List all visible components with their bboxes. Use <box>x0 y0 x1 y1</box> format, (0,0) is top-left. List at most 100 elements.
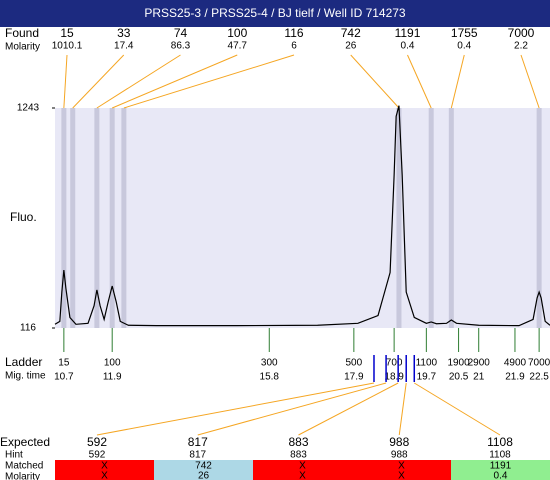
ladder-size: 1900 <box>447 358 470 369</box>
expected-size: 988 <box>389 435 409 449</box>
ladder-time: 22.5 <box>529 372 549 383</box>
ladder-time: 21 <box>473 372 485 383</box>
peak-band <box>448 108 454 328</box>
ladder-time: 18.9 <box>384 372 404 383</box>
ladder-size: 7000 <box>528 358 550 369</box>
expected-size: 592 <box>87 435 107 449</box>
expected-molarity: 26 <box>198 471 210 480</box>
trace <box>54 105 550 327</box>
ladder-size: 500 <box>346 358 363 369</box>
peak-band <box>536 108 542 328</box>
y-tick-label: 116 <box>20 323 36 334</box>
peak-band <box>94 108 100 328</box>
expected-hint: 988 <box>391 450 408 461</box>
found-molarity: 2.2 <box>514 41 528 52</box>
peak-band <box>428 108 434 328</box>
ladder-time-label: Mig. time <box>5 371 46 382</box>
found-size: 1191 <box>395 26 421 40</box>
hint-label: Hint <box>5 450 23 461</box>
peak-connector <box>123 54 295 109</box>
match-cell <box>253 460 352 480</box>
expected-hint: 883 <box>290 450 307 461</box>
expected-connector <box>96 382 375 436</box>
expected-matched: X <box>101 461 108 472</box>
found-size: 33 <box>117 26 131 40</box>
expected-size: 883 <box>288 435 308 449</box>
expected-hint: 1108 <box>489 450 511 461</box>
header-bar <box>0 0 550 27</box>
found-size: 116 <box>284 26 303 40</box>
found-molarity: 0.4 <box>401 41 415 52</box>
expected-hint: 592 <box>89 450 106 461</box>
ladder-time: 19.7 <box>417 372 437 383</box>
found-molarity: 0.4 <box>457 41 471 52</box>
ladder-size: 15 <box>58 358 70 369</box>
match-cell <box>55 460 154 480</box>
ladder-size: 1100 <box>416 358 438 369</box>
y-axis-label: Fluo. <box>10 210 37 224</box>
found-molarity: 1010.1 <box>52 41 83 52</box>
peak-band <box>396 108 402 328</box>
expected-molarity: X <box>101 471 108 480</box>
ladder-size: 4900 <box>504 358 527 369</box>
ladder-size: 300 <box>261 358 278 369</box>
found-molarity: 86.3 <box>171 41 191 52</box>
expected-molarity-label: Molarity <box>5 472 40 480</box>
expected-hint: 817 <box>189 450 206 461</box>
found-molarity: 26 <box>345 41 357 52</box>
expected-molarity: X <box>299 471 306 480</box>
expected-matched: 1191 <box>490 461 512 472</box>
found-molarity-label: Molarity <box>5 42 40 53</box>
expected-size: 817 <box>188 435 208 449</box>
peak-band <box>109 108 115 328</box>
match-cell <box>451 460 550 480</box>
peak-connector <box>407 54 432 109</box>
ladder-time: 15.8 <box>260 372 280 383</box>
peak-connector <box>350 54 400 109</box>
found-molarity: 17.4 <box>114 41 134 52</box>
found-size: 15 <box>60 26 74 40</box>
found-molarity: 6 <box>291 41 297 52</box>
expected-molarity: X <box>398 471 405 480</box>
found-molarity: 47.7 <box>228 41 248 52</box>
found-size: 742 <box>341 26 361 40</box>
expected-label: Expected <box>0 435 50 449</box>
peak-band <box>121 108 127 328</box>
ladder-time: 20.5 <box>449 372 469 383</box>
expected-connector <box>414 382 501 436</box>
match-cell <box>352 460 451 480</box>
matched-label: Matched <box>5 461 43 472</box>
ladder-time: 21.9 <box>505 372 525 383</box>
expected-molarity: 0.4 <box>494 471 508 480</box>
ladder-size: 2900 <box>468 358 491 369</box>
peak-connector <box>96 54 181 109</box>
plot-area <box>55 108 550 328</box>
found-size: 100 <box>227 26 247 40</box>
ladder-time: 17.9 <box>344 372 364 383</box>
peak-band <box>61 108 67 328</box>
ladder-label: Ladder <box>5 355 42 369</box>
expected-size: 1108 <box>487 435 513 449</box>
expected-matched: X <box>299 461 306 472</box>
found-label: Found <box>5 26 39 40</box>
found-size: 74 <box>174 26 188 40</box>
ladder-size: 100 <box>104 358 121 369</box>
peak-connector <box>63 54 68 109</box>
peak-connector <box>111 54 238 109</box>
peak-connector <box>450 54 465 109</box>
ladder-time: 11.9 <box>103 372 122 383</box>
y-tick-label: 1243 <box>17 103 40 114</box>
expected-connector <box>398 382 407 436</box>
expected-matched: 742 <box>195 461 212 472</box>
found-size: 1755 <box>451 26 478 40</box>
ladder-size: 700 <box>386 358 403 369</box>
title: PRSS25-3 / PRSS25-4 / BJ tielf / Well ID… <box>144 6 406 20</box>
ladder-time: 10.7 <box>54 372 74 383</box>
expected-matched: X <box>398 461 405 472</box>
peak-band <box>70 108 76 328</box>
match-cell <box>154 460 253 480</box>
peak-connector <box>72 54 125 109</box>
expected-connector <box>298 382 399 436</box>
